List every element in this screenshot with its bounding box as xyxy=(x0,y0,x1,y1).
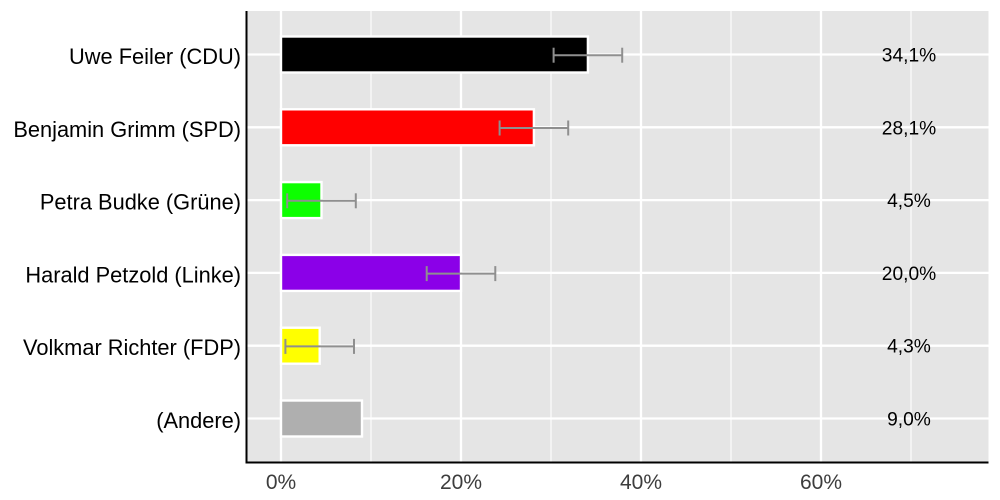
svg-text:60%: 60% xyxy=(800,471,842,494)
svg-text:(Andere): (Andere) xyxy=(156,408,241,433)
svg-text:Petra Budke (Grüne): Petra Budke (Grüne) xyxy=(40,190,241,215)
svg-text:0%: 0% xyxy=(266,471,296,494)
svg-text:Harald Petzold (Linke): Harald Petzold (Linke) xyxy=(25,262,241,287)
svg-text:20,0%: 20,0% xyxy=(882,264,936,285)
svg-text:34,1%: 34,1% xyxy=(882,46,936,67)
svg-text:9,0%: 9,0% xyxy=(887,410,931,431)
svg-text:Benjamin Grimm (SPD): Benjamin Grimm (SPD) xyxy=(13,117,241,142)
svg-text:4,3%: 4,3% xyxy=(887,337,931,358)
svg-text:28,1%: 28,1% xyxy=(882,118,936,139)
svg-text:Volkmar Richter (FDP): Volkmar Richter (FDP) xyxy=(23,335,241,360)
svg-text:20%: 20% xyxy=(440,471,482,494)
svg-text:4,5%: 4,5% xyxy=(887,191,931,212)
svg-text:40%: 40% xyxy=(620,471,662,494)
svg-text:Uwe Feiler (CDU): Uwe Feiler (CDU) xyxy=(69,44,241,69)
